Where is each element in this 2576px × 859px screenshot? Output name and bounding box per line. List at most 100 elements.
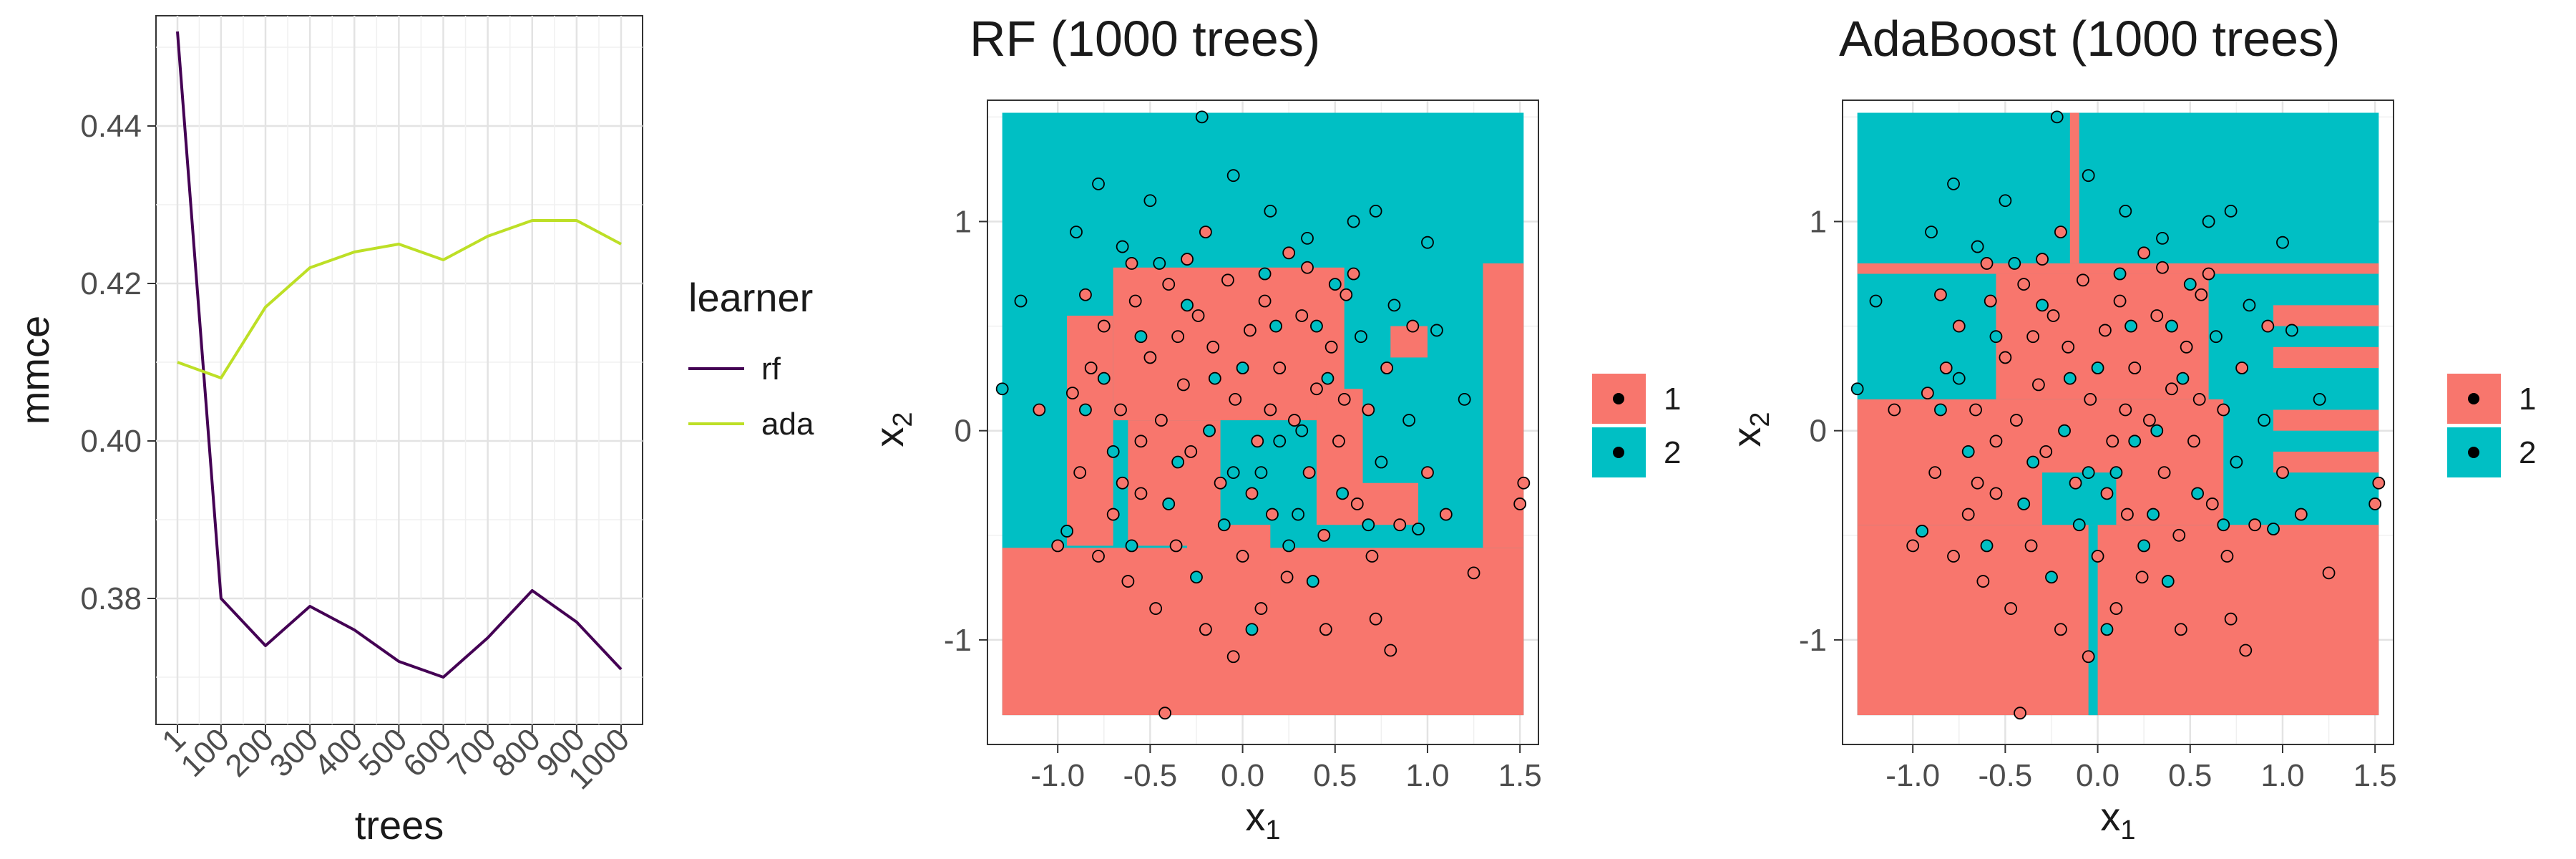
point-class-1 bbox=[1984, 294, 1997, 308]
point-class-2 bbox=[1999, 194, 2012, 208]
point-class-1 bbox=[2322, 566, 2336, 580]
point-class-2 bbox=[1850, 382, 1864, 396]
y-tick-label: 0.38 bbox=[80, 581, 142, 616]
point-class-1 bbox=[2128, 361, 2142, 374]
ada-plot-border bbox=[1842, 100, 2394, 745]
point-class-1 bbox=[2099, 324, 2112, 337]
rf-y-axis-label-main: x bbox=[867, 427, 912, 447]
point-class-2 bbox=[2113, 267, 2127, 281]
point-class-2 bbox=[2063, 372, 2077, 385]
point-class-1 bbox=[1236, 550, 1249, 563]
point-class-2 bbox=[1269, 319, 1282, 333]
ada-x-axis-label-main: x bbox=[2100, 794, 2120, 839]
point-class-2 bbox=[2224, 204, 2238, 218]
point-class-2 bbox=[1336, 487, 1350, 500]
point-class-2 bbox=[1328, 278, 1342, 291]
point-class-1 bbox=[2195, 288, 2208, 301]
point-class-2 bbox=[1971, 240, 1984, 253]
x-tick-label: 1.0 bbox=[2260, 758, 2304, 793]
point-class-1 bbox=[2106, 435, 2119, 448]
rf-legend-dot-1 bbox=[1613, 393, 1624, 404]
point-class-1 bbox=[1980, 257, 1994, 270]
point-class-1 bbox=[2046, 309, 2060, 322]
point-class-1 bbox=[1319, 623, 1332, 636]
point-class-1 bbox=[1199, 623, 1212, 636]
point-class-1 bbox=[1989, 435, 2003, 448]
point-class-2 bbox=[1153, 257, 1166, 270]
point-class-1 bbox=[1921, 387, 1934, 399]
point-class-2 bbox=[1947, 177, 1960, 190]
point-class-2 bbox=[1208, 372, 1221, 385]
point-class-1 bbox=[2036, 253, 2049, 266]
point-class-2 bbox=[1375, 455, 1388, 469]
y-tick-label: -1 bbox=[1799, 623, 1827, 658]
point-class-1 bbox=[2276, 466, 2289, 480]
point-class-2 bbox=[2202, 215, 2215, 228]
y-tick-label: -1 bbox=[944, 623, 972, 658]
point-class-2 bbox=[1134, 330, 1148, 344]
point-class-2 bbox=[2017, 498, 2031, 510]
point-class-2 bbox=[1097, 372, 1111, 385]
point-class-1 bbox=[1369, 612, 1382, 626]
point-class-1 bbox=[1121, 575, 1135, 588]
point-class-1 bbox=[1214, 476, 1227, 490]
point-class-2 bbox=[2050, 110, 2064, 124]
point-class-1 bbox=[2062, 340, 2075, 354]
rf-x-axis-label-sub: 1 bbox=[1265, 815, 1280, 845]
point-class-1 bbox=[1116, 476, 1129, 490]
point-class-1 bbox=[1162, 278, 1176, 291]
y-axis-label: mmce bbox=[12, 316, 57, 424]
point-class-2 bbox=[1869, 294, 1883, 308]
point-class-1 bbox=[2009, 414, 2023, 427]
ada-legend-dot-1 bbox=[2468, 393, 2479, 404]
point-class-1 bbox=[2077, 273, 2089, 287]
x-tick-label: -1.0 bbox=[1030, 758, 1085, 793]
point-class-1 bbox=[2026, 330, 2040, 344]
point-class-2 bbox=[1347, 215, 1360, 228]
region-class-2 bbox=[2088, 525, 2098, 716]
point-class-2 bbox=[1226, 169, 1240, 183]
x-tick-label: 0.5 bbox=[2168, 758, 2212, 793]
point-class-1 bbox=[1928, 466, 1942, 480]
y-tick-labels: 0.38 0.40 0.42 0.44 bbox=[80, 109, 156, 616]
point-class-1 bbox=[1245, 487, 1259, 500]
point-class-1 bbox=[1134, 487, 1148, 500]
point-class-1 bbox=[1302, 466, 1316, 480]
ada-legend-dot-2 bbox=[2468, 447, 2479, 458]
point-class-2 bbox=[2008, 257, 2021, 270]
ada-decision-boundary-panel: AdaBoost (1000 trees) -1.0 -0.5 0.0 0.5 1.0 1… bbox=[1724, 11, 2536, 845]
point-class-1 bbox=[1097, 319, 1111, 333]
point-class-2 bbox=[1190, 571, 1203, 584]
point-class-1 bbox=[1128, 294, 1142, 308]
point-class-1 bbox=[1033, 403, 1046, 417]
ada-x-tick-labels: -1.0 -0.5 0.0 0.5 1.0 1.5 bbox=[1885, 744, 2397, 793]
ada-title: AdaBoost (1000 trees) bbox=[1839, 11, 2340, 67]
point-class-2 bbox=[2045, 571, 2058, 584]
series-line-ada bbox=[177, 219, 622, 379]
point-class-2 bbox=[1301, 231, 1314, 245]
point-class-1 bbox=[1467, 566, 1480, 580]
point-class-2 bbox=[2124, 319, 2137, 333]
plot-grid bbox=[156, 16, 643, 724]
x-tick-label: 0.0 bbox=[1221, 758, 1264, 793]
region-class-1 bbox=[1857, 399, 2224, 525]
ada-legend: 1 2 bbox=[2447, 374, 2536, 477]
y-tick-label: 1 bbox=[1810, 204, 1827, 239]
point-class-1 bbox=[1079, 288, 1092, 301]
rf-legend-label-2: 2 bbox=[1664, 435, 1681, 470]
point-class-1 bbox=[1999, 351, 2012, 364]
point-class-1 bbox=[1517, 476, 1531, 490]
point-class-1 bbox=[1158, 707, 1171, 720]
point-class-1 bbox=[1340, 288, 1353, 301]
point-class-1 bbox=[2082, 650, 2095, 664]
rf-x-axis-label-main: x bbox=[1245, 794, 1265, 839]
point-class-1 bbox=[2174, 623, 2187, 636]
x-tick-label: -1.0 bbox=[1885, 758, 1940, 793]
point-class-1 bbox=[2014, 707, 2026, 720]
point-class-2 bbox=[1362, 518, 1375, 532]
ada-y-axis-label-main: x bbox=[1724, 427, 1769, 447]
point-class-2 bbox=[2026, 455, 2040, 469]
point-class-1 bbox=[1976, 575, 1990, 588]
point-class-2 bbox=[1195, 110, 1209, 124]
